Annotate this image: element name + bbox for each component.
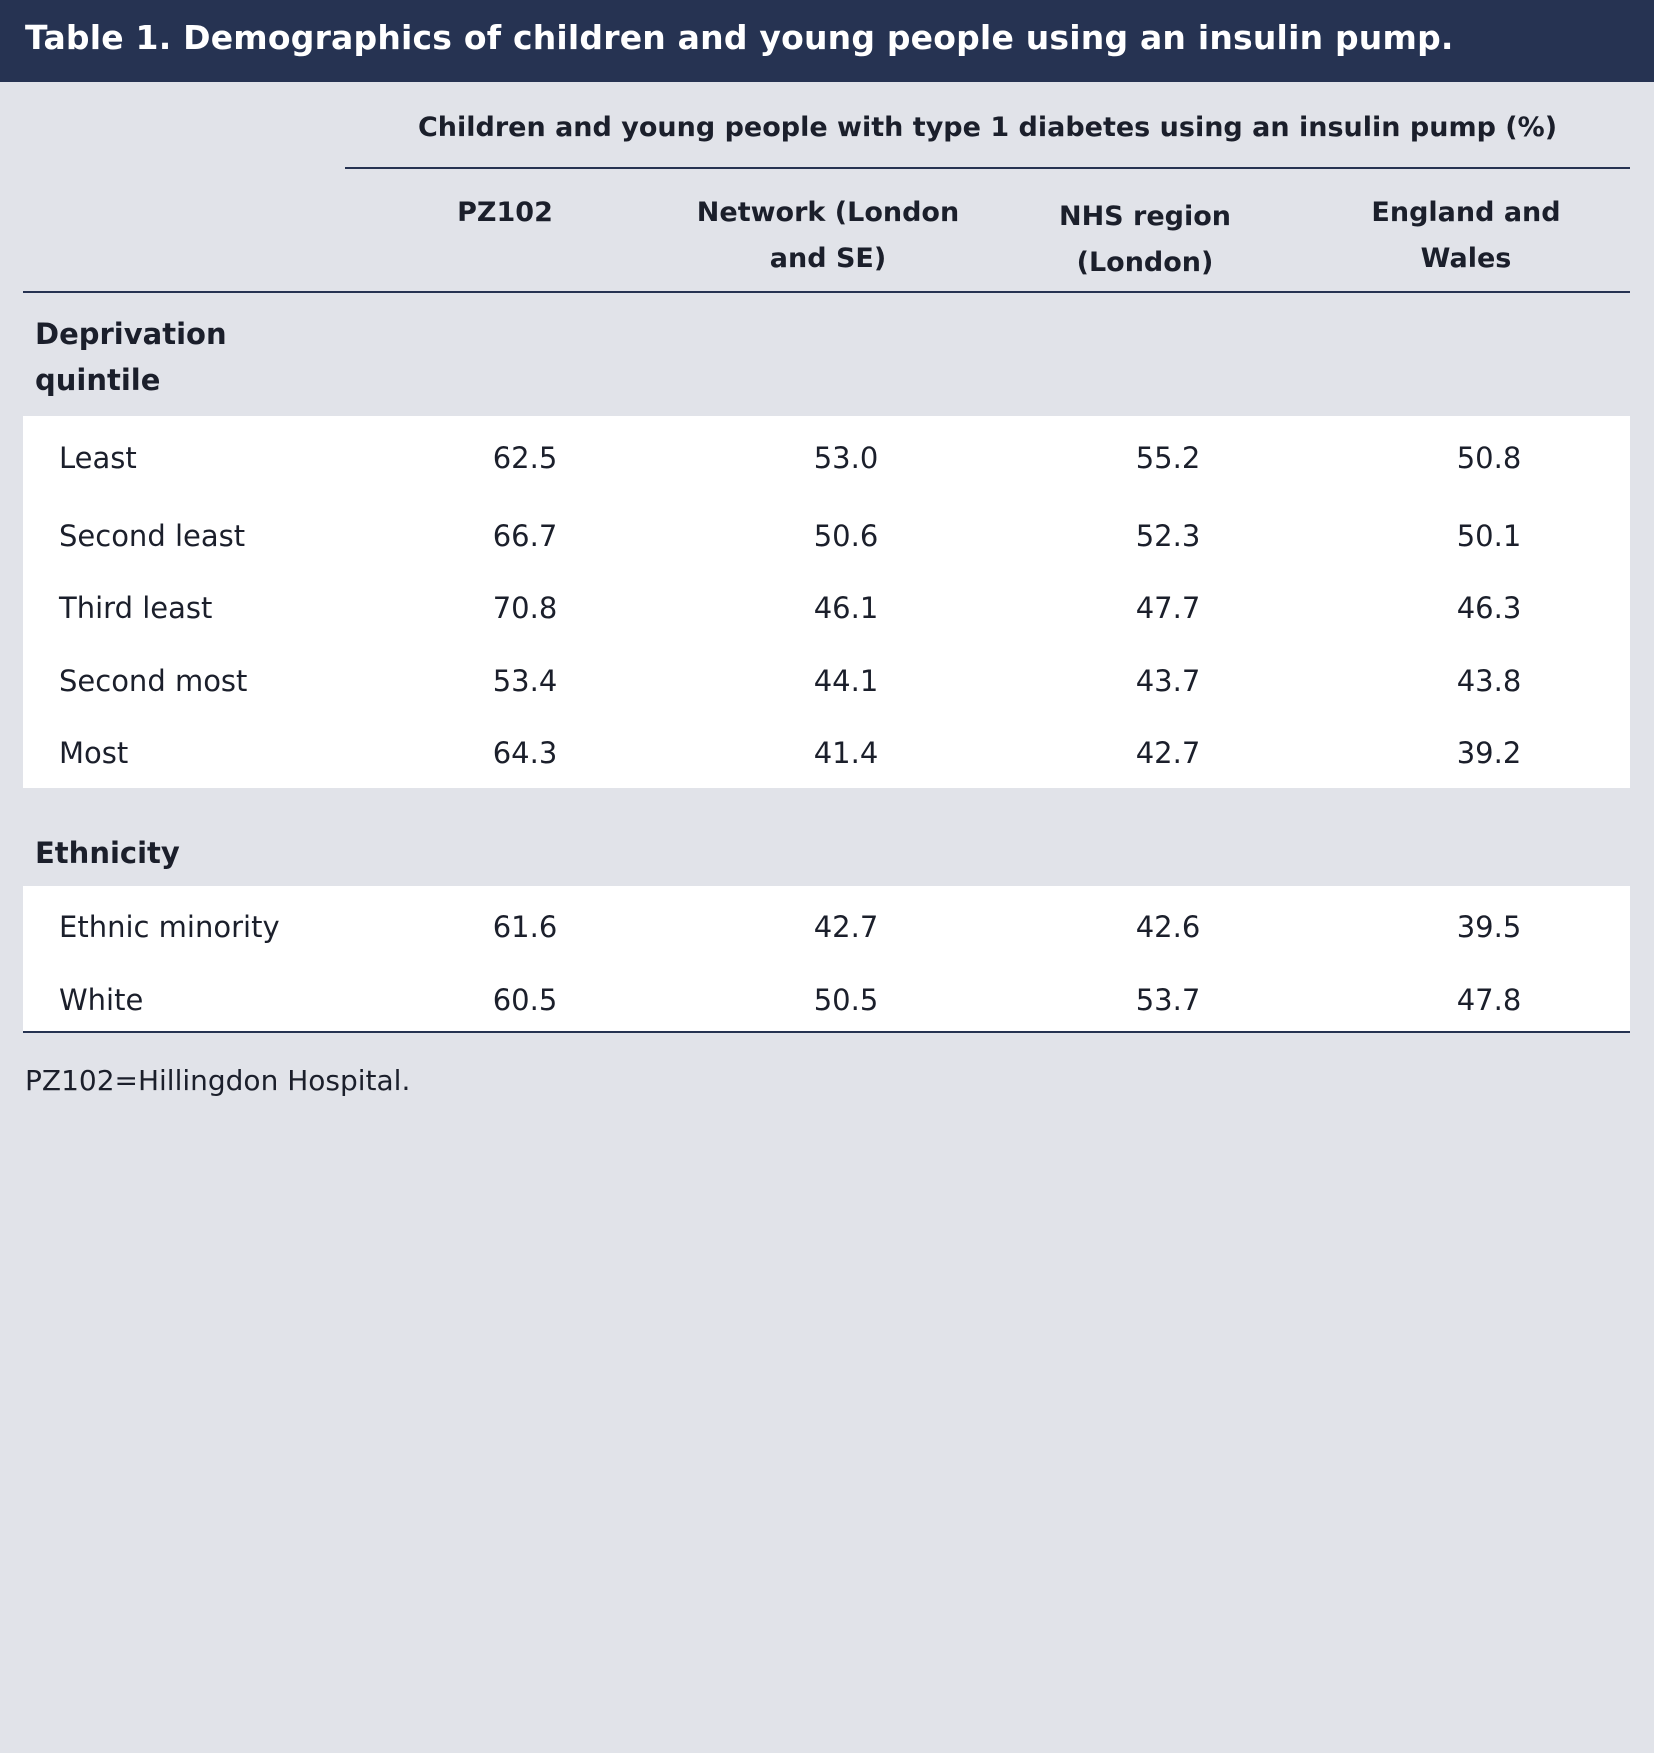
header-rule (23, 291, 1630, 293)
cell-value: 61.6 (492, 910, 558, 944)
cell-value: 43.7 (1135, 664, 1201, 698)
row-label: Second least (59, 519, 246, 553)
column-header-nhs-region: NHS region (London) (1015, 194, 1275, 286)
table-row: Most 64.3 41.4 42.7 39.2 (23, 728, 1630, 778)
cell-value: 46.1 (813, 591, 879, 625)
cell-value: 53.0 (813, 441, 879, 475)
section-label-line: Ethnicity (35, 836, 180, 870)
row-label: Ethnic minority (59, 910, 280, 944)
section-label-line: Deprivation (35, 317, 227, 351)
cell-value: 46.3 (1456, 591, 1522, 625)
cell-value: 50.1 (1456, 519, 1522, 553)
cell-value: 53.7 (1135, 983, 1201, 1017)
row-label: White (59, 983, 144, 1017)
cell-value: 39.5 (1456, 910, 1522, 944)
column-header-line: (London) (1076, 247, 1214, 278)
cell-value: 44.1 (813, 664, 879, 698)
column-header-line: and SE) (769, 243, 887, 274)
table-row: Ethnic minority 61.6 42.7 42.6 39.5 (23, 902, 1630, 952)
cell-value: 55.2 (1135, 441, 1201, 475)
column-header-pz102: PZ102 (385, 190, 625, 236)
row-label: Most (59, 736, 129, 770)
column-header-line: Network (London (696, 197, 960, 228)
cell-value: 41.4 (813, 736, 879, 770)
row-label: Least (59, 441, 137, 475)
cell-value: 42.7 (813, 910, 879, 944)
table-footnote: PZ102=Hillingdon Hospital. (25, 1064, 411, 1097)
cell-value: 42.7 (1135, 736, 1201, 770)
table-row: White 60.5 50.5 53.7 47.8 (23, 975, 1630, 1025)
cell-value: 43.8 (1456, 664, 1522, 698)
section-label-deprivation: Deprivation quintile (35, 311, 227, 403)
table-row: Least 62.5 53.0 55.2 50.8 (23, 433, 1630, 483)
cell-value: 50.6 (813, 519, 879, 553)
deprivation-rows-panel: Least 62.5 53.0 55.2 50.8 Second least 6… (23, 416, 1630, 788)
group-header-rule (345, 167, 1630, 169)
cell-value: 53.4 (492, 664, 558, 698)
table-title-bar: Table 1. Demographics of children and yo… (0, 0, 1654, 82)
column-group-header: Children and young people with type 1 di… (417, 112, 1558, 143)
cell-value: 47.7 (1135, 591, 1201, 625)
cell-value: 70.8 (492, 591, 558, 625)
column-header-england-wales: England and Wales (1336, 190, 1596, 282)
cell-value: 42.6 (1135, 910, 1201, 944)
table-row: Second most 53.4 44.1 43.7 43.8 (23, 656, 1630, 706)
cell-value: 47.8 (1456, 983, 1522, 1017)
section-label-ethnicity: Ethnicity (35, 830, 180, 876)
row-label: Second most (59, 664, 248, 698)
section-label-line: quintile (35, 363, 161, 397)
cell-value: 62.5 (492, 441, 558, 475)
column-header-line: Wales (1420, 243, 1512, 274)
column-header-line: PZ102 (457, 197, 553, 228)
cell-value: 50.8 (1456, 441, 1522, 475)
table-row (23, 1703, 1630, 1753)
ethnicity-body: Ethnic minority 61.6 42.7 42.6 39.5 Whit… (23, 886, 1630, 1032)
table-row: Second least 66.7 50.6 52.3 50.1 (23, 511, 1630, 561)
row-label: Third least (59, 591, 213, 625)
column-header-line: England and (1371, 197, 1561, 228)
cell-value: 52.3 (1135, 519, 1201, 553)
cell-value: 66.7 (492, 519, 558, 553)
table-row: Third least 70.8 46.1 47.7 46.3 (23, 583, 1630, 633)
cell-value: 39.2 (1456, 736, 1522, 770)
table-title: Table 1. Demographics of children and yo… (25, 18, 1454, 57)
column-header-line: NHS region (1058, 201, 1232, 232)
table-bottom-rule (23, 1031, 1630, 1033)
cell-value: 50.5 (813, 983, 879, 1017)
cell-value: 64.3 (492, 736, 558, 770)
cell-value: 60.5 (492, 983, 558, 1017)
column-header-network: Network (London and SE) (683, 190, 973, 282)
